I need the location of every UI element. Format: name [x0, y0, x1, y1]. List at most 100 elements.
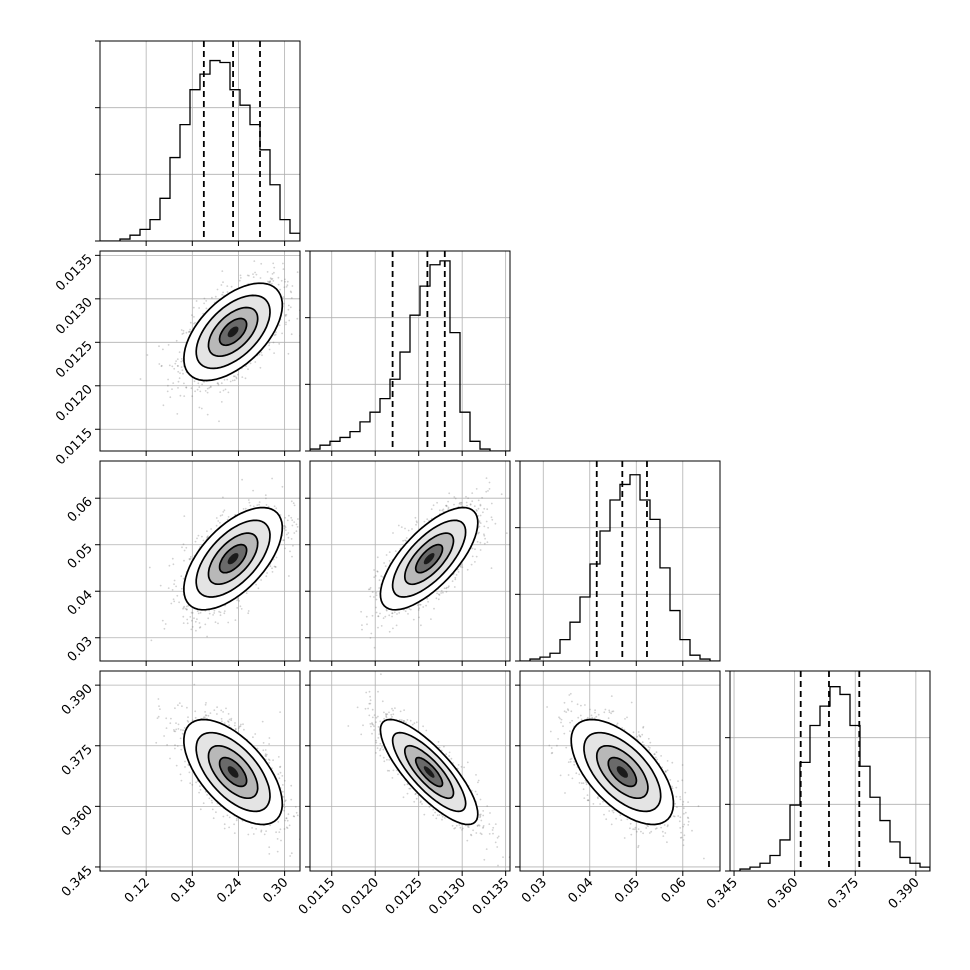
sample-point	[252, 505, 255, 508]
sample-point	[193, 322, 195, 325]
sample-point	[161, 619, 164, 622]
sample-point	[183, 605, 186, 608]
panel-2-1	[305, 460, 511, 666]
sample-point	[269, 277, 272, 280]
sample-point	[204, 714, 207, 716]
sample-point	[282, 262, 284, 265]
sample-point	[224, 388, 227, 391]
sample-point	[426, 597, 429, 600]
sample-point	[197, 382, 200, 385]
sample-point	[178, 601, 180, 604]
sample-point	[284, 526, 287, 529]
sample-point	[448, 492, 451, 495]
sample-point	[461, 564, 463, 566]
sample-point	[268, 342, 271, 345]
sample-point	[416, 521, 418, 524]
sample-point	[195, 300, 198, 302]
sample-point	[176, 413, 179, 415]
sample-point	[204, 390, 207, 392]
sample-point	[272, 280, 275, 282]
sample-point	[252, 489, 255, 492]
sample-point	[469, 503, 472, 506]
sample-point	[239, 274, 242, 277]
sample-point	[207, 535, 209, 537]
sample-point	[234, 375, 236, 378]
sample-point	[175, 339, 178, 342]
sample-point	[186, 622, 189, 625]
sample-point	[163, 627, 166, 630]
sample-point	[168, 564, 171, 567]
sample-point	[206, 635, 208, 638]
sample-point	[255, 273, 258, 276]
sample-point	[234, 619, 237, 621]
sample-point	[375, 611, 378, 614]
panel-frame	[99, 40, 301, 242]
sample-point	[277, 756, 280, 758]
sample-point	[265, 575, 268, 578]
sample-point	[283, 527, 286, 530]
sample-point	[223, 612, 226, 615]
sample-point	[223, 610, 226, 612]
sample-point	[295, 530, 298, 533]
sample-point	[176, 594, 179, 597]
sample-point	[167, 378, 169, 381]
sample-point	[193, 617, 195, 620]
panel-content	[100, 41, 300, 241]
sample-point	[247, 499, 250, 501]
sample-point	[380, 625, 383, 627]
sample-point	[377, 626, 379, 629]
sample-point	[205, 300, 208, 302]
sample-point	[292, 544, 294, 547]
sample-point	[283, 286, 286, 289]
sample-point	[269, 282, 271, 284]
sample-point	[233, 823, 236, 826]
sample-point	[189, 616, 192, 618]
sample-point	[474, 548, 476, 551]
sample-point	[460, 503, 462, 506]
sample-point	[392, 627, 394, 630]
sample-point	[388, 551, 391, 553]
sample-point	[483, 542, 486, 545]
sample-point	[478, 520, 481, 522]
sample-point	[281, 485, 284, 488]
sample-point	[214, 621, 217, 623]
sample-point	[191, 395, 194, 398]
sample-point	[219, 521, 221, 524]
sample-point	[160, 364, 163, 367]
sample-point	[268, 344, 270, 347]
panel-content	[155, 683, 322, 857]
sample-point	[293, 504, 296, 507]
sample-point	[400, 526, 403, 528]
sample-point	[378, 579, 381, 582]
sample-point	[277, 276, 280, 279]
sample-point	[479, 503, 482, 506]
sample-point	[447, 508, 450, 511]
sample-point	[409, 608, 412, 611]
y-tick-label: 0.0115	[53, 425, 96, 468]
sample-point	[237, 373, 239, 376]
sample-point	[207, 714, 210, 717]
sample-point	[176, 365, 179, 367]
density-contour	[183, 282, 284, 382]
sample-point	[404, 527, 406, 530]
sample-point	[198, 406, 201, 409]
sample-point	[477, 499, 480, 502]
sample-point	[279, 288, 281, 291]
sample-point	[433, 607, 435, 610]
sample-point	[320, 820, 322, 822]
sample-point	[487, 526, 489, 529]
sample-point	[181, 546, 183, 549]
sample-point	[188, 330, 191, 333]
density-contour	[379, 506, 479, 611]
sample-point	[158, 345, 160, 348]
sample-point	[189, 556, 192, 558]
sample-point	[283, 525, 286, 527]
sample-point	[490, 516, 493, 519]
sample-point	[221, 293, 224, 296]
sample-point	[445, 504, 447, 507]
density-contour	[195, 294, 271, 370]
sample-point	[436, 592, 438, 595]
sample-point	[197, 534, 200, 537]
sample-point	[373, 569, 375, 571]
